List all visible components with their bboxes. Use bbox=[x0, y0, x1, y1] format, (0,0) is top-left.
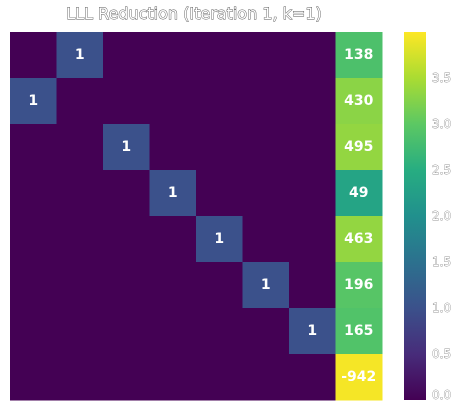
heatmap-cell bbox=[103, 354, 150, 401]
heatmap-cell bbox=[57, 216, 104, 263]
colorbar-tick-label: 0.0 bbox=[432, 388, 451, 402]
cell-label: 1 bbox=[121, 139, 131, 155]
heatmap-cell bbox=[103, 308, 150, 355]
chart-title: LLL Reduction (Iteration 1, k=1) bbox=[66, 4, 322, 23]
heatmap-cell bbox=[196, 170, 243, 217]
cell-label: -942 bbox=[341, 369, 376, 385]
heatmap-cell bbox=[289, 32, 336, 79]
heatmap-cell bbox=[10, 170, 57, 217]
cell-label: 49 bbox=[349, 185, 368, 201]
heatmap-cell bbox=[150, 262, 197, 309]
heatmap-cell bbox=[10, 216, 57, 263]
cell-label: 1 bbox=[75, 47, 85, 63]
colorbar-tick-label: 3.0 bbox=[432, 117, 451, 131]
heatmap-cell bbox=[289, 78, 336, 125]
heatmap-cell bbox=[10, 308, 57, 355]
colorbar-tick-label: 0.5 bbox=[432, 347, 451, 361]
heatmap-cell bbox=[150, 124, 197, 171]
heatmap-cell bbox=[196, 78, 243, 125]
heatmap-cell bbox=[243, 170, 290, 217]
colorbar bbox=[404, 32, 426, 400]
heatmap-cell bbox=[57, 124, 104, 171]
heatmap-cell bbox=[103, 78, 150, 125]
heatmap-cell bbox=[10, 262, 57, 309]
colorbar-tick-label: 1.0 bbox=[432, 301, 451, 315]
heatmap-cell bbox=[57, 308, 104, 355]
heatmap-cell bbox=[289, 354, 336, 401]
cell-label: 1 bbox=[307, 323, 317, 339]
colorbar-tick-label: 2.0 bbox=[432, 209, 451, 223]
heatmap-cell bbox=[243, 32, 290, 79]
heatmap-cell bbox=[150, 78, 197, 125]
colorbar-tick-label: 1.5 bbox=[432, 255, 451, 269]
heatmap-cell bbox=[150, 32, 197, 79]
heatmap-cell bbox=[196, 32, 243, 79]
heatmap-cell bbox=[196, 354, 243, 401]
cell-label: 430 bbox=[344, 93, 373, 109]
heatmap-cell bbox=[289, 216, 336, 263]
heatmap-cell bbox=[10, 32, 57, 79]
cell-label: 1 bbox=[214, 231, 224, 247]
colorbar-tick-label: 3.5 bbox=[432, 71, 451, 85]
heatmap-cell bbox=[103, 216, 150, 263]
cell-label: 165 bbox=[344, 323, 373, 339]
cell-label: 196 bbox=[344, 277, 373, 293]
heatmap-cell bbox=[150, 354, 197, 401]
colorbar-tick-label: 2.5 bbox=[432, 163, 451, 177]
heatmap-cell bbox=[289, 170, 336, 217]
heatmap-grid: 1 138 1 430 1 495 1 49 1 463 1 196 1 165 -942 bbox=[10, 32, 383, 401]
heatmap-cell bbox=[10, 354, 57, 401]
heatmap-cell bbox=[243, 354, 290, 401]
colorbar-ticks: 0.0 0.5 1.0 1.5 2.0 2.5 3.0 3.5 bbox=[426, 71, 451, 402]
cell-label: 1 bbox=[261, 277, 271, 293]
heatmap-cell bbox=[289, 262, 336, 309]
cell-label: 1 bbox=[168, 185, 178, 201]
heatmap-cell bbox=[103, 32, 150, 79]
cell-label: 495 bbox=[344, 139, 373, 155]
heatmap-cell bbox=[196, 124, 243, 171]
heatmap-cell bbox=[243, 308, 290, 355]
heatmap-cell bbox=[57, 170, 104, 217]
heatmap-cell bbox=[57, 354, 104, 401]
heatmap-cell bbox=[150, 216, 197, 263]
cell-label: 1 bbox=[28, 93, 38, 109]
heatmap-cell bbox=[150, 308, 197, 355]
heatmap-cell bbox=[243, 216, 290, 263]
heatmap-cell bbox=[243, 78, 290, 125]
heatmap-cell bbox=[289, 124, 336, 171]
heatmap-cell bbox=[103, 262, 150, 309]
cell-label: 138 bbox=[344, 47, 373, 63]
heatmap-cell bbox=[196, 262, 243, 309]
colorbar-gradient bbox=[404, 32, 426, 400]
heatmap-cell bbox=[196, 308, 243, 355]
heatmap-cell bbox=[243, 124, 290, 171]
cell-label: 463 bbox=[344, 231, 373, 247]
heatmap-cell bbox=[57, 262, 104, 309]
heatmap-cell bbox=[103, 170, 150, 217]
heatmap-cell bbox=[57, 78, 104, 125]
heatmap-cell bbox=[10, 124, 57, 171]
